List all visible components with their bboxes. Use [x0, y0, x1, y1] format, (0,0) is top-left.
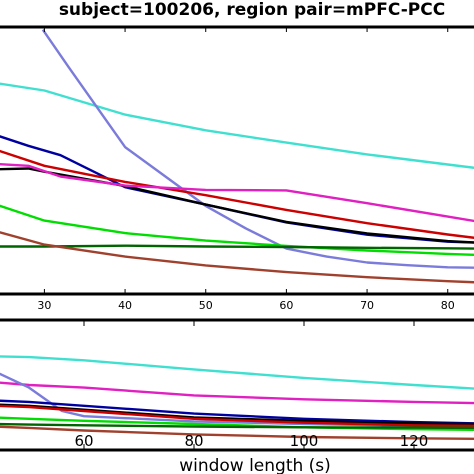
- x-tick-label: 70: [360, 299, 374, 312]
- series-line-5: [0, 403, 474, 426]
- series-line-2: [0, 381, 474, 405]
- series-line-4: [0, 399, 474, 425]
- plot-area: [0, 29, 474, 284]
- x-tick-label: 60: [74, 432, 93, 450]
- x-tick-label: 80: [184, 432, 203, 450]
- x-tick-label: 120: [400, 432, 429, 450]
- series-line-4: [0, 149, 474, 239]
- series-line-9: [0, 425, 474, 441]
- x-tick-label: 50: [199, 299, 213, 312]
- x-tick-label: 30: [37, 299, 51, 312]
- series-line-7: [0, 416, 474, 432]
- series-line-1: [0, 82, 474, 169]
- series-line-5: [0, 167, 474, 244]
- series-line-8: [0, 422, 474, 430]
- plot-area: [0, 355, 474, 441]
- series-line-6: [0, 163, 474, 223]
- series-line-9: [0, 231, 474, 284]
- axes-frame: [0, 25, 474, 296]
- series-line-7: [0, 204, 474, 256]
- x-tick-label: 60: [279, 299, 293, 312]
- chart-title: subject=100206, region pair=mPFC-PCC: [59, 0, 445, 20]
- x-axis-label: window length (s): [179, 456, 331, 474]
- series-line-6: [0, 404, 474, 428]
- x-tick-label: 100: [290, 432, 319, 450]
- x-tick-label: 40: [118, 299, 132, 312]
- bottom-panel: 60 80 100 120 window length (s): [0, 318, 474, 474]
- axes-frame: [0, 318, 474, 452]
- series-line-2: [41, 29, 474, 269]
- top-panel: 30 40 50 60 70 80: [0, 25, 474, 312]
- series-line-1: [0, 355, 474, 390]
- x-tick-label: 80: [441, 299, 455, 312]
